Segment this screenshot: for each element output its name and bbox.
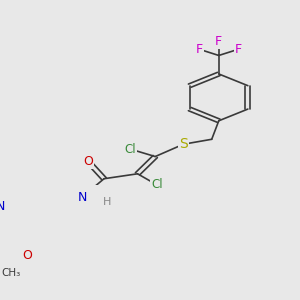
Text: N: N bbox=[0, 200, 5, 213]
Text: N: N bbox=[77, 191, 87, 204]
Text: F: F bbox=[235, 43, 242, 56]
Text: F: F bbox=[215, 35, 222, 48]
Text: O: O bbox=[22, 249, 32, 262]
Text: H: H bbox=[103, 197, 111, 207]
Text: F: F bbox=[196, 43, 203, 56]
Text: O: O bbox=[83, 155, 93, 168]
Text: S: S bbox=[179, 137, 188, 151]
Text: Cl: Cl bbox=[151, 178, 163, 191]
Text: Cl: Cl bbox=[125, 142, 136, 156]
Text: CH₃: CH₃ bbox=[2, 268, 21, 278]
